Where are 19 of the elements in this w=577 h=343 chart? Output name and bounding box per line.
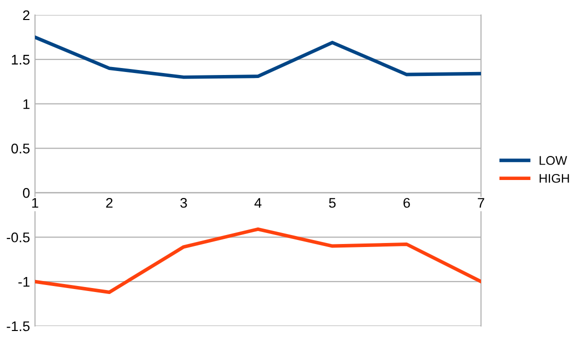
legend-label: HIGH: [540, 174, 569, 183]
y-tick-label: 2: [23, 10, 30, 20]
line-series: [35, 227, 481, 294]
x-tick-label: 4: [254, 198, 262, 208]
x-tick-label: 2: [106, 198, 112, 208]
y-tick-label: -1.5: [6, 321, 30, 332]
x-tick-label: 5: [329, 198, 336, 208]
y-tick-label: 1.5: [12, 54, 30, 65]
y-tick-label: 0: [22, 188, 30, 198]
y-tick-label: -1: [18, 277, 30, 287]
x-tick-label: 1: [32, 198, 38, 208]
x-tick-label: 3: [180, 198, 187, 208]
y-tick-label: 1: [23, 99, 30, 109]
line-series: [35, 35, 481, 79]
y-tick-label: 0.5: [11, 144, 30, 154]
y-tick-label: -0.5: [6, 232, 30, 242]
x-tick-label: 6: [404, 198, 410, 208]
legend-label: LOW: [540, 156, 568, 165]
x-tick-label: 7: [478, 198, 484, 208]
